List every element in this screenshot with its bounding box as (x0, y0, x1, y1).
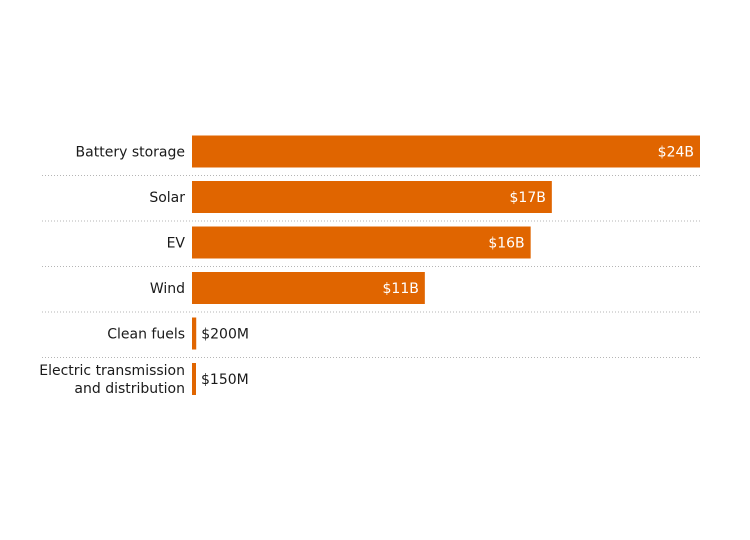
category-label-1: Solar (149, 190, 185, 206)
category-labels: Battery storage Solar EV Wind Clean fuels Ele… (39, 145, 185, 398)
value-label-4: $200M (201, 327, 249, 343)
value-label-5: $150M (201, 372, 249, 388)
value-label-3: $11B (383, 281, 419, 297)
bar-3 (192, 272, 425, 304)
category-label-2: EV (167, 236, 186, 252)
category-label-0: Battery storage (76, 145, 185, 161)
category-label-3: Wind (150, 281, 185, 297)
bar-0 (192, 135, 700, 168)
bar-5 (192, 363, 196, 395)
category-label-5-line-0: Electric transmission (39, 363, 185, 379)
value-label-0: $24B (658, 145, 694, 161)
bars (192, 135, 700, 395)
value-label-2: $16B (488, 236, 524, 252)
category-label-4: Clean fuels (107, 327, 185, 343)
bar-1 (192, 181, 552, 213)
category-label-5-line-1: and distribution (74, 381, 185, 397)
value-labels: $24B $17B $16B $11B $200M $150M (201, 145, 694, 389)
value-label-1: $17B (510, 190, 546, 206)
bar-2 (192, 226, 531, 259)
bar-4 (192, 317, 197, 350)
